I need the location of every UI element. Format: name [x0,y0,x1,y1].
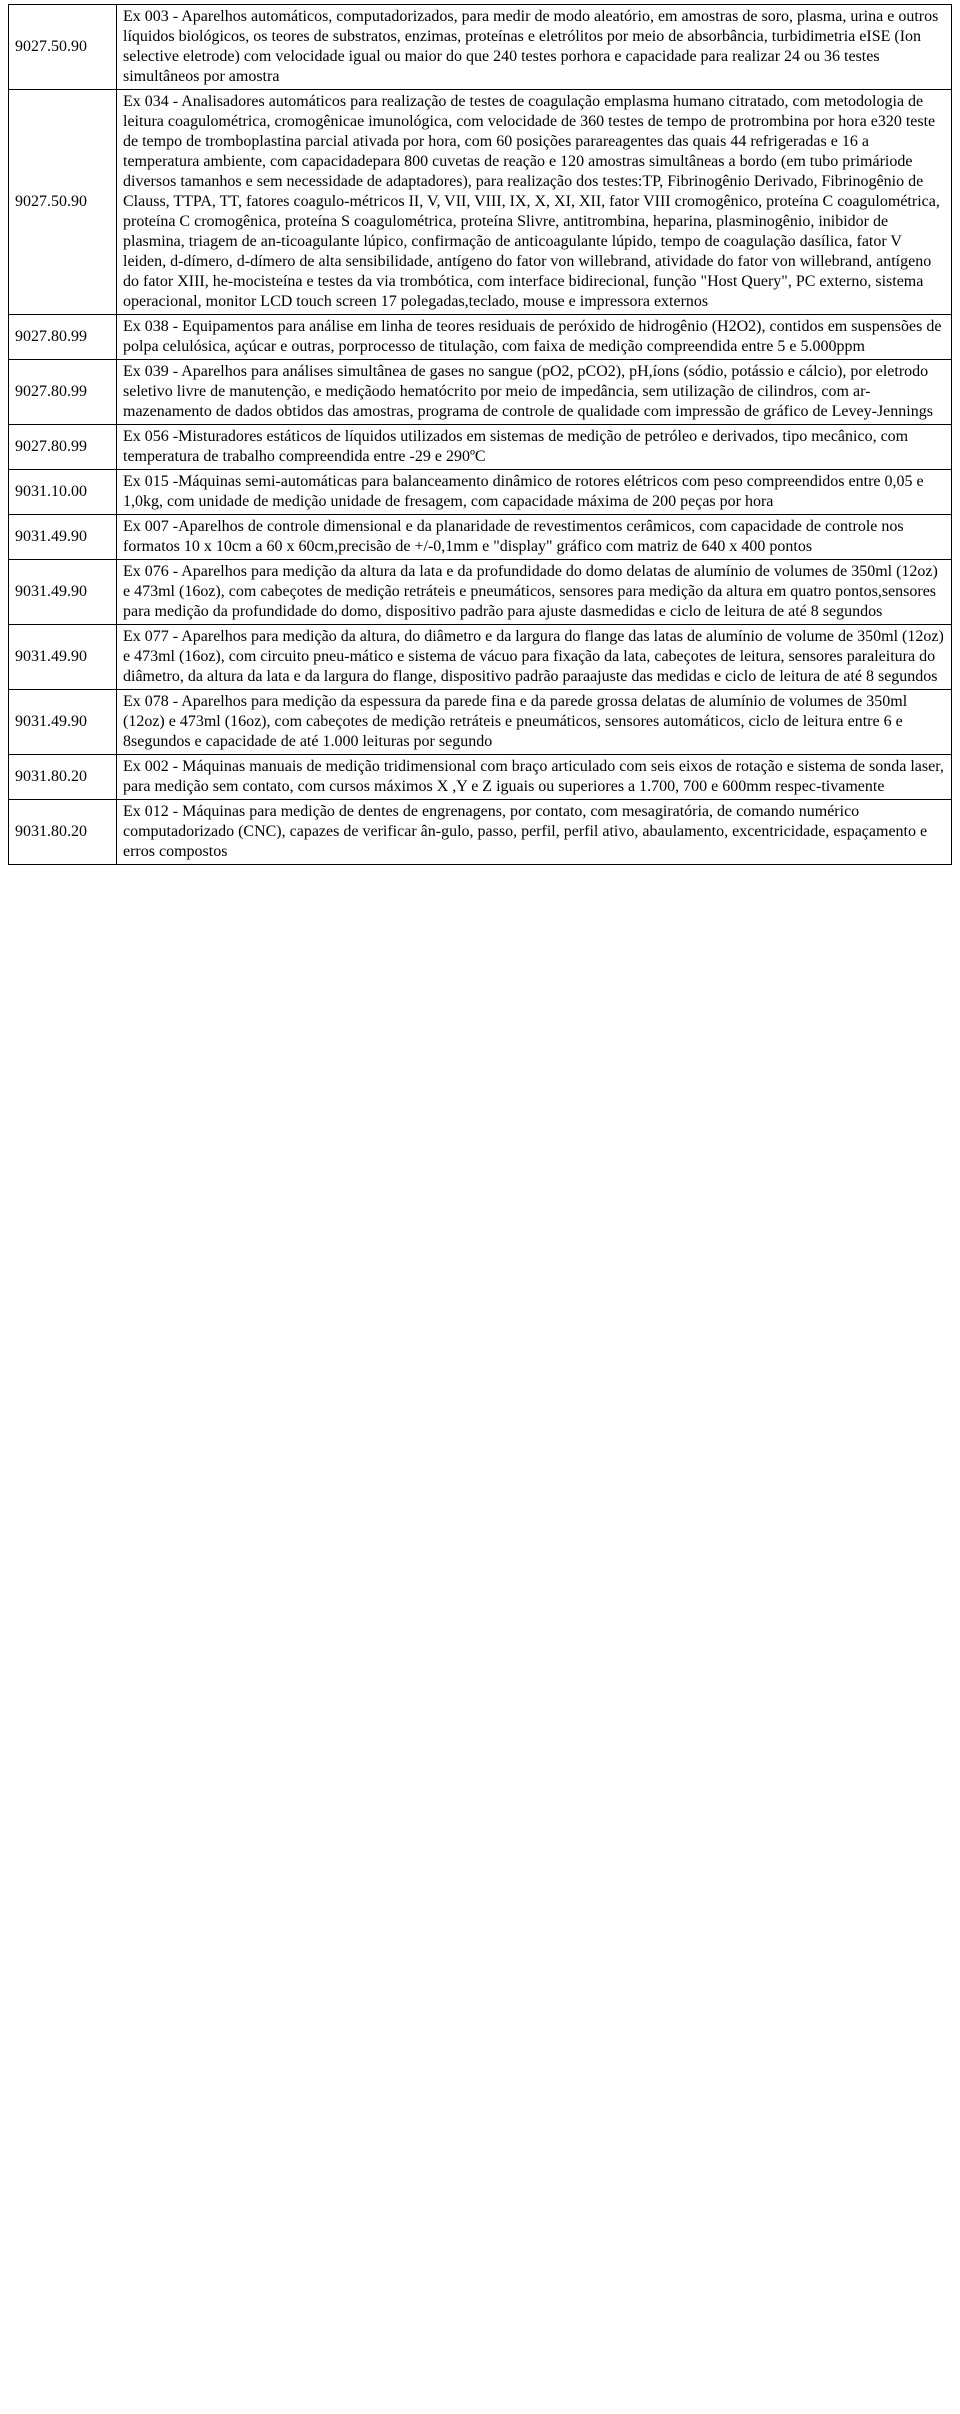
table-row: 9031.49.90Ex 078 - Aparelhos para mediçã… [9,690,952,755]
codes-table: 9027.50.90Ex 003 - Aparelhos automáticos… [8,4,952,865]
table-row: 9031.80.20Ex 012 - Máquinas para medição… [9,800,952,865]
code-cell: 9031.49.90 [9,515,117,560]
table-row: 9031.49.90Ex 076 - Aparelhos para mediçã… [9,560,952,625]
description-cell: Ex 078 - Aparelhos para medição da espes… [117,690,952,755]
table-row: 9031.49.90Ex 077 - Aparelhos para mediçã… [9,625,952,690]
codes-table-body: 9027.50.90Ex 003 - Aparelhos automáticos… [9,5,952,865]
description-cell: Ex 076 - Aparelhos para medição da altur… [117,560,952,625]
description-cell: Ex 077 - Aparelhos para medição da altur… [117,625,952,690]
description-cell: Ex 012 - Máquinas para medição de dentes… [117,800,952,865]
code-cell: 9031.49.90 [9,625,117,690]
table-row: 9027.50.90Ex 034 - Analisadores automáti… [9,90,952,315]
table-row: 9027.80.99Ex 039 - Aparelhos para anális… [9,360,952,425]
code-cell: 9031.80.20 [9,755,117,800]
code-cell: 9031.80.20 [9,800,117,865]
table-row: 9027.80.99Ex 056 -Misturadores estáticos… [9,425,952,470]
code-cell: 9027.80.99 [9,360,117,425]
table-row: 9031.80.20Ex 002 - Máquinas manuais de m… [9,755,952,800]
table-row: 9031.49.90Ex 007 -Aparelhos de controle … [9,515,952,560]
code-cell: 9031.49.90 [9,560,117,625]
description-cell: Ex 015 -Máquinas semi-automáticas para b… [117,470,952,515]
page-container: 9027.50.90Ex 003 - Aparelhos automáticos… [0,0,960,869]
code-cell: 9031.10.00 [9,470,117,515]
table-row: 9027.80.99Ex 038 - Equipamentos para aná… [9,315,952,360]
description-cell: Ex 056 -Misturadores estáticos de líquid… [117,425,952,470]
description-cell: Ex 034 - Analisadores automáticos para r… [117,90,952,315]
code-cell: 9031.49.90 [9,690,117,755]
code-cell: 9027.80.99 [9,425,117,470]
table-row: 9027.50.90Ex 003 - Aparelhos automáticos… [9,5,952,90]
description-cell: Ex 039 - Aparelhos para análises simultâ… [117,360,952,425]
code-cell: 9027.50.90 [9,5,117,90]
description-cell: Ex 007 -Aparelhos de controle dimensiona… [117,515,952,560]
description-cell: Ex 038 - Equipamentos para análise em li… [117,315,952,360]
code-cell: 9027.80.99 [9,315,117,360]
description-cell: Ex 003 - Aparelhos automáticos, computad… [117,5,952,90]
description-cell: Ex 002 - Máquinas manuais de medição tri… [117,755,952,800]
table-row: 9031.10.00Ex 015 -Máquinas semi-automáti… [9,470,952,515]
code-cell: 9027.50.90 [9,90,117,315]
